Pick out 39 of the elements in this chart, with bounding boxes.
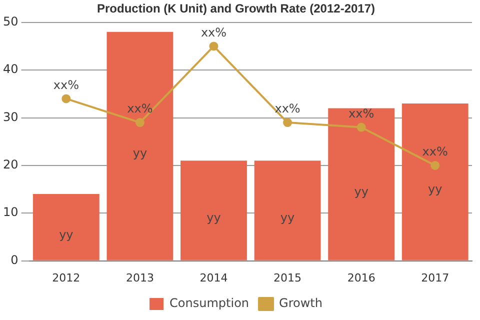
data-label: yy xyxy=(354,184,368,198)
data-label: xx% xyxy=(200,25,227,40)
legend-label: Growth xyxy=(279,296,322,310)
data-label: yy xyxy=(132,146,148,160)
data-label: yy xyxy=(59,227,74,242)
y-tick-label: 20 xyxy=(2,158,18,172)
data-label: xx% xyxy=(422,144,448,159)
point xyxy=(430,160,440,170)
bar xyxy=(254,160,321,260)
y-tick-label: 0 xyxy=(10,252,18,267)
data-label: xx% xyxy=(53,78,79,92)
x-tick-label: 2013 xyxy=(126,271,154,284)
x-tick-label: 2017 xyxy=(421,271,450,284)
y-tick-label: 40 xyxy=(2,62,18,76)
bar xyxy=(180,160,247,260)
point xyxy=(62,94,71,104)
bar xyxy=(106,32,174,260)
point xyxy=(283,118,292,128)
data-label: yy xyxy=(280,210,295,225)
data-label: yy xyxy=(206,210,221,225)
data-label: xx% xyxy=(127,102,153,116)
bar xyxy=(32,194,100,260)
data-label: xx% xyxy=(274,102,300,116)
y-tick-label: 50 xyxy=(2,14,18,29)
point xyxy=(135,118,144,128)
bar xyxy=(402,103,468,260)
x-tick-label: 2012 xyxy=(52,271,80,284)
chart-title: Production (K Unit) and Growth Rate (2012-2017) xyxy=(96,2,376,16)
point xyxy=(356,122,366,132)
x-tick-label: 2014 xyxy=(200,271,228,284)
y-tick-label: 30 xyxy=(2,110,18,124)
data-label: yy xyxy=(428,182,442,196)
bar xyxy=(328,108,395,260)
x-tick-label: 2016 xyxy=(347,271,376,284)
point xyxy=(209,42,218,51)
legend-label: Consumption xyxy=(170,296,250,310)
y-tick-label: 10 xyxy=(2,205,18,220)
x-tick-label: 2015 xyxy=(274,271,302,284)
data-label: xx% xyxy=(348,106,374,120)
